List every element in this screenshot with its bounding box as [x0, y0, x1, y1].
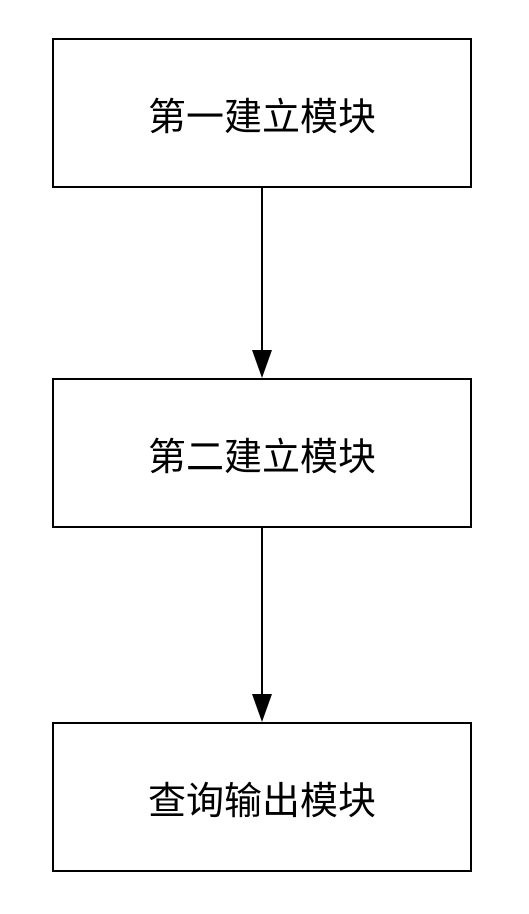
node-label: 第二建立模块 — [148, 426, 376, 481]
flowchart-arrow-head-icon — [252, 350, 272, 378]
flowchart-node-first-build-module: 第一建立模块 — [52, 38, 472, 188]
node-label: 查询输出模块 — [148, 770, 376, 825]
flowchart-node-query-output-module: 查询输出模块 — [52, 722, 472, 872]
flowchart-arrow-line — [261, 188, 263, 350]
flowchart-canvas: 第一建立模块 第二建立模块 查询输出模块 — [0, 0, 529, 914]
flowchart-arrow-head-icon — [252, 694, 272, 722]
flowchart-arrow-line — [261, 528, 263, 694]
flowchart-node-second-build-module: 第二建立模块 — [52, 378, 472, 528]
node-label: 第一建立模块 — [148, 86, 376, 141]
